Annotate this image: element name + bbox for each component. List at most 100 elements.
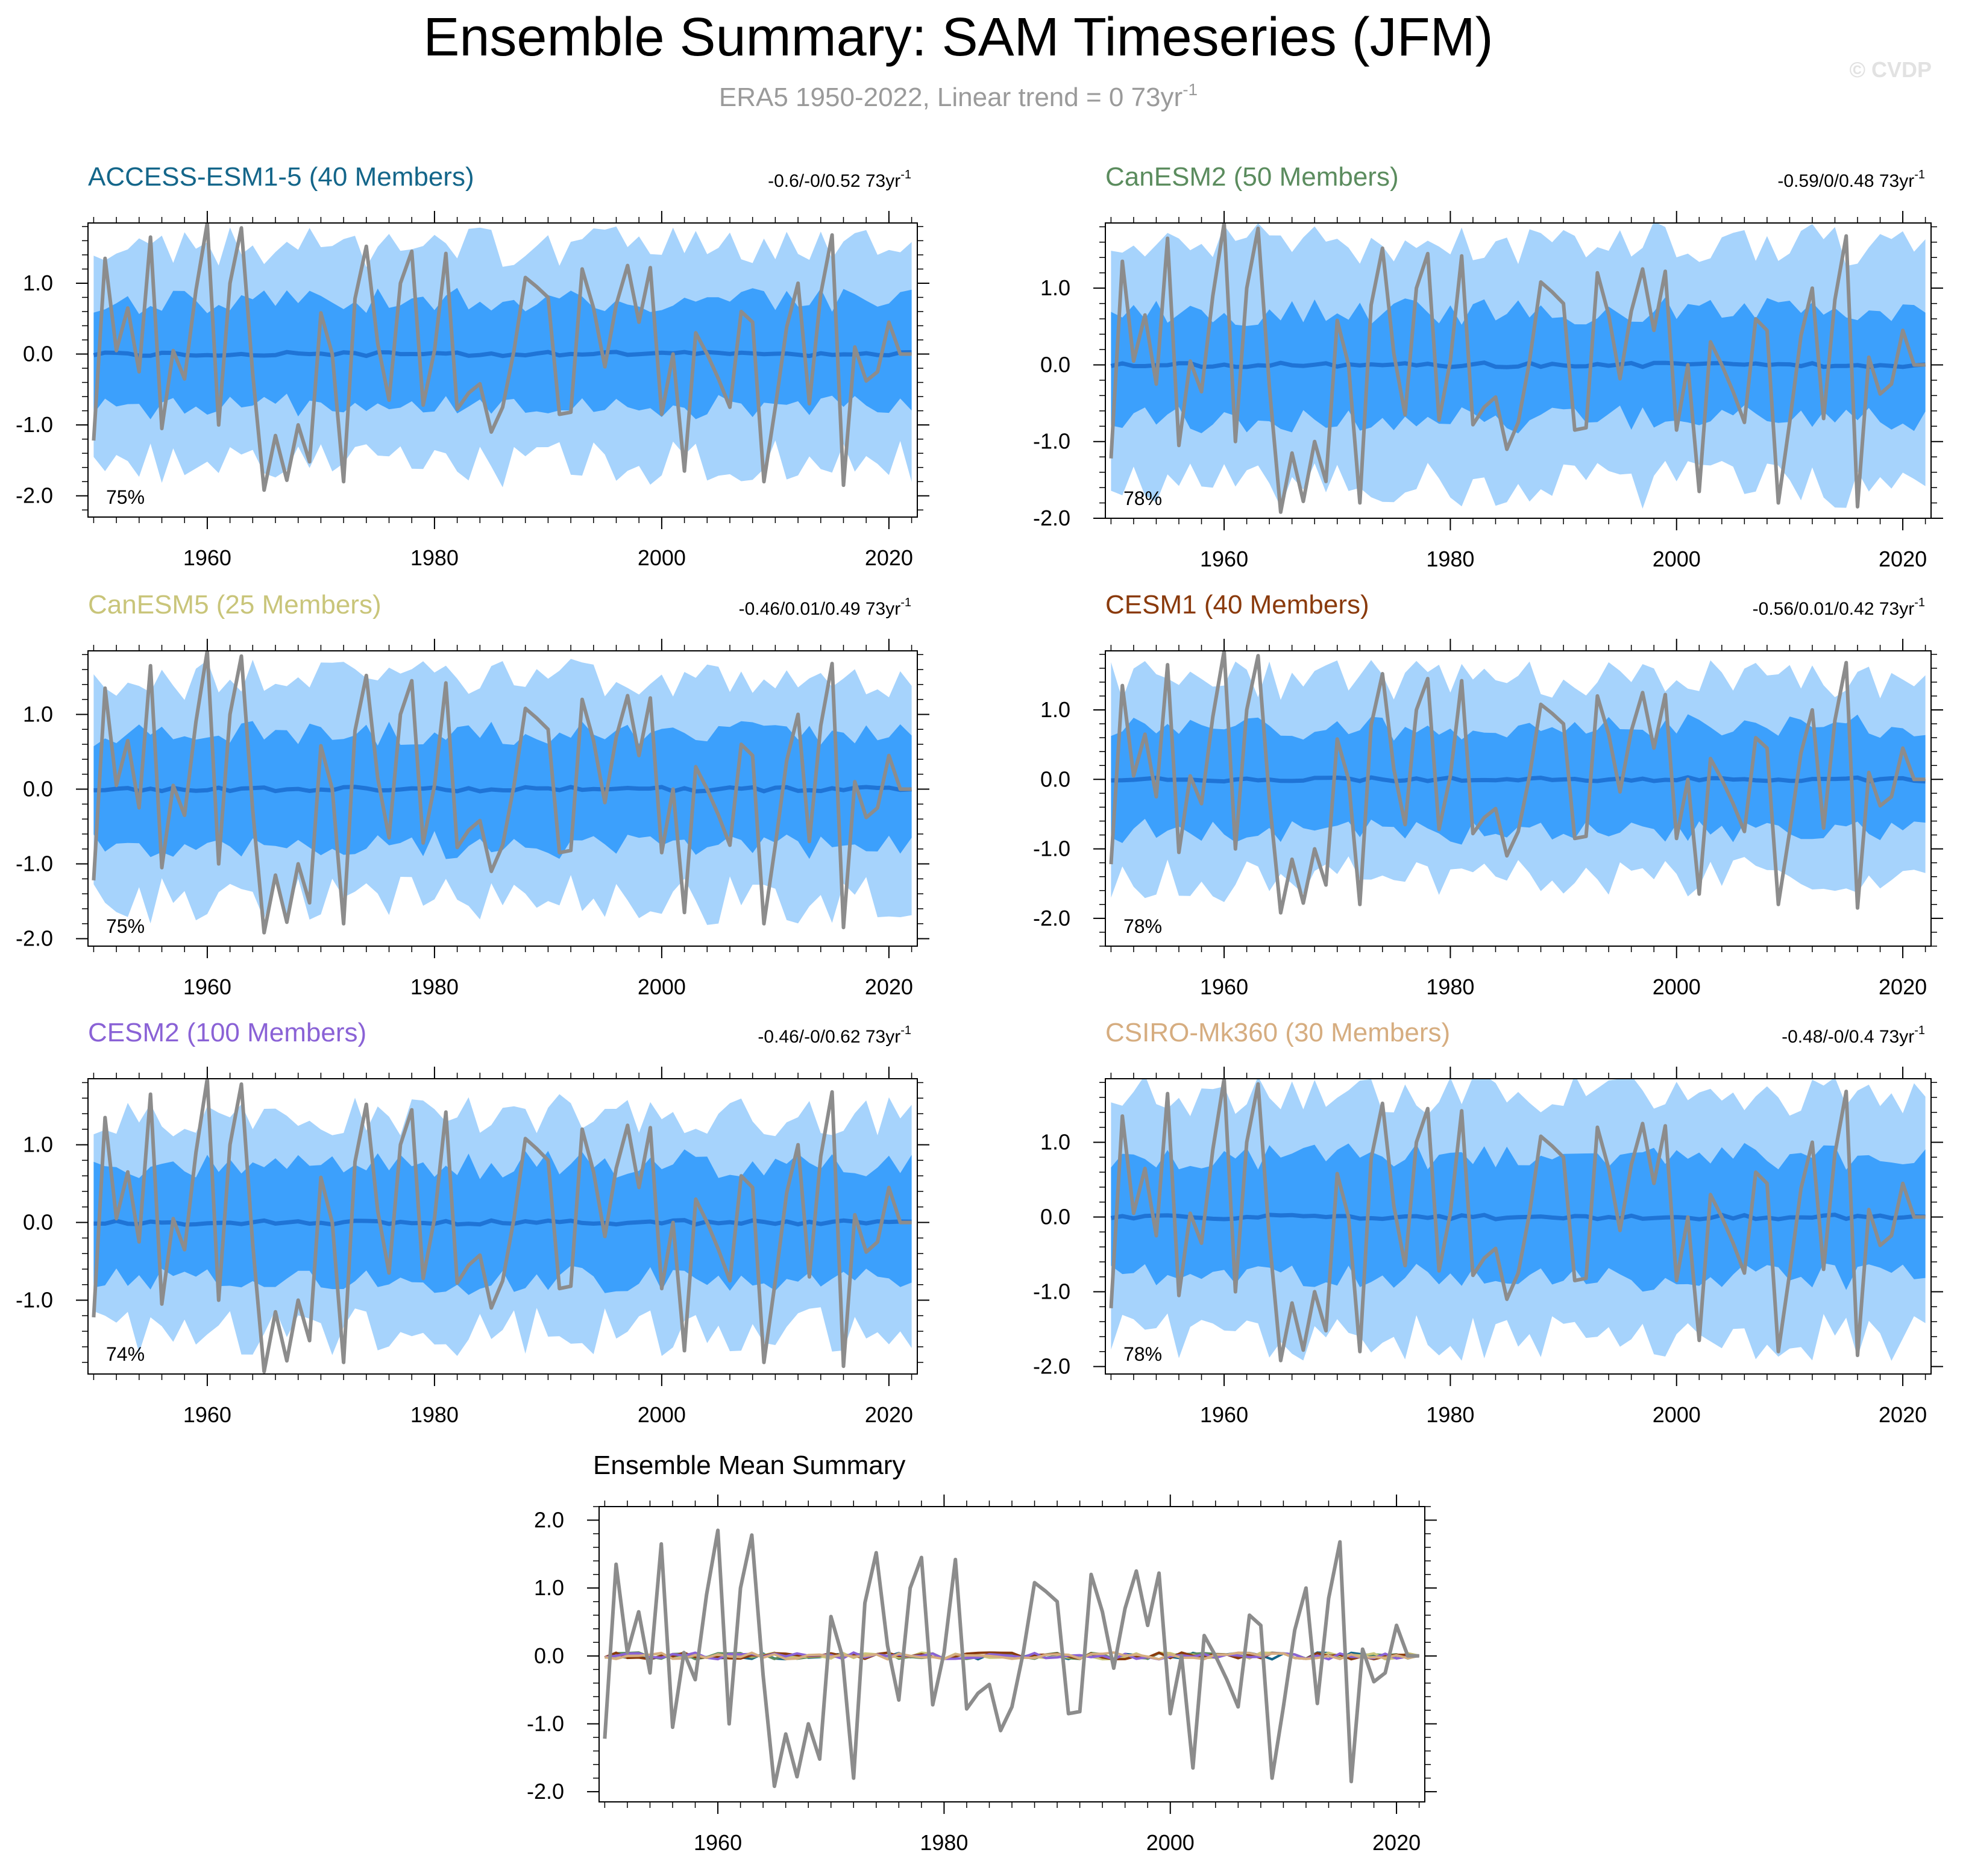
trend-text: -0.6/-0/0.52 73yr xyxy=(768,171,900,191)
plot-area-access xyxy=(92,223,912,492)
y-tick-label: 1.0 xyxy=(1040,1129,1070,1154)
y-tick-label: 1.0 xyxy=(1040,697,1070,722)
plot-area-cesm2 xyxy=(92,1079,912,1374)
y-tick-label: -1.0 xyxy=(16,852,53,876)
chart-panel-mean: -2.0 -1.0 0.0 1.0 2.0 1960 1980 2000 2020 Ensembl… xyxy=(527,1451,1437,1855)
trend-superscript: -1 xyxy=(1914,596,1925,609)
ensemble-mean-line xyxy=(93,785,912,794)
trend-text: -0.46/-0/0.62 73yr xyxy=(758,1027,900,1047)
trend-label: -0.59/0/0.48 73yr-1 xyxy=(1777,168,1925,191)
plot-area-canesm5 xyxy=(92,651,912,935)
y-tick-label: 0.0 xyxy=(1040,1204,1070,1229)
trend-superscript: -1 xyxy=(900,596,911,609)
x-tick-label: 1980 xyxy=(920,1830,968,1855)
chart-panel-access: -2.0 -1.0 0.0 1.0 1960 1980 2000 2020 ACCESS-ESM… xyxy=(16,162,929,570)
observed-line xyxy=(1109,1079,1926,1363)
x-tick-label: 1960 xyxy=(1200,547,1248,571)
y-tick-label: 1.0 xyxy=(534,1575,564,1600)
y-tick-label: 0.0 xyxy=(23,342,53,366)
x-tick-label: 1960 xyxy=(183,1402,231,1427)
trend-label: -0.46/0.01/0.49 73yr-1 xyxy=(739,596,911,619)
panel-title: CESM2 (100 Members) xyxy=(88,1018,366,1047)
ensemble-mean-line xyxy=(1110,360,1926,369)
chart-panel-canesm2: -2.0 -1.0 0.0 1.0 1960 1980 2000 2020 CanESM2 (5… xyxy=(1033,162,1943,571)
x-tick-label: 2020 xyxy=(1879,974,1927,999)
observed-line xyxy=(603,1528,1419,1789)
x-tick-label: 2000 xyxy=(638,545,686,570)
percent-label: 78% xyxy=(1123,1343,1162,1365)
x-tick-label: 2000 xyxy=(638,1402,686,1427)
y-tick-label: 1.0 xyxy=(1040,275,1070,300)
watermark: © CVDP xyxy=(1849,57,1932,82)
subtitle-superscript: -1 xyxy=(1183,80,1198,99)
y-tick-label: -2.0 xyxy=(1033,506,1070,530)
x-tick-label: 2000 xyxy=(638,974,686,999)
panel-title: Ensemble Mean Summary xyxy=(593,1451,905,1480)
x-tick-label: 2000 xyxy=(1653,547,1701,571)
subtitle-text: ERA5 1950-2022, Linear trend = 0 73yr xyxy=(719,83,1183,112)
y-tick-label: 0.0 xyxy=(1040,767,1070,791)
model-mean-line-6 xyxy=(605,1651,1419,1661)
chart-panel-cesm1: -2.0 -1.0 0.0 1.0 1960 1980 2000 2020 CESM1 (40 … xyxy=(1033,590,1943,999)
y-tick-label: -2.0 xyxy=(527,1779,564,1804)
y-tick-label: 1.0 xyxy=(23,701,53,726)
y-tick-label: -1.0 xyxy=(527,1711,564,1736)
ensemble-mean-line xyxy=(93,1218,912,1227)
x-tick-label: 2020 xyxy=(865,545,913,570)
observed-line xyxy=(1109,223,1926,514)
y-tick-label: -1.0 xyxy=(16,412,53,437)
y-tick-label: 0.0 xyxy=(23,1210,53,1235)
panel-title: CanESM5 (25 Members) xyxy=(88,590,382,620)
panel-title: CESM1 (40 Members) xyxy=(1105,590,1369,620)
y-tick-label: 2.0 xyxy=(534,1508,564,1532)
x-tick-label: 1980 xyxy=(410,545,459,570)
chart-panel-cesm2: -1.0 0.0 1.0 1960 1980 2000 2020 CESM2 (100 Mem… xyxy=(16,1018,929,1427)
y-tick-label: -1.0 xyxy=(16,1288,53,1313)
x-tick-label: 1960 xyxy=(1200,974,1248,999)
percent-label: 75% xyxy=(106,915,145,937)
observed-line xyxy=(92,651,912,935)
y-tick-label: -1.0 xyxy=(1033,429,1070,454)
percent-label: 78% xyxy=(1123,915,1162,937)
y-tick-label: 0.0 xyxy=(1040,352,1070,377)
x-tick-label: 2000 xyxy=(1653,974,1701,999)
observed-line xyxy=(92,1079,912,1374)
panel-title: CanESM2 (50 Members) xyxy=(1105,162,1399,192)
x-tick-label: 1980 xyxy=(1426,974,1474,999)
panel-title: CSIRO-Mk360 (30 Members) xyxy=(1105,1018,1450,1047)
inner-spread-band xyxy=(93,287,912,419)
trend-superscript: -1 xyxy=(900,1024,911,1037)
trend-text: -0.46/0.01/0.49 73yr xyxy=(739,599,901,619)
x-tick-label: 2000 xyxy=(1146,1830,1195,1855)
plot-area-mean xyxy=(603,1528,1420,1789)
y-tick-label: -1.0 xyxy=(1033,1279,1070,1304)
y-tick-label: 0.0 xyxy=(534,1643,564,1668)
trend-text: -0.59/0/0.48 73yr xyxy=(1777,171,1914,191)
plot-area-cesm1 xyxy=(1109,651,1926,915)
plot-area-csiro xyxy=(1109,1079,1926,1363)
x-tick-label: 1960 xyxy=(1200,1402,1248,1427)
y-tick-label: 1.0 xyxy=(23,1132,53,1157)
panels-group: -2.0 -1.0 0.0 1.0 1960 1980 2000 2020 ACCESS-ESM… xyxy=(16,162,1943,1855)
percent-label: 75% xyxy=(106,486,145,508)
trend-label: -0.48/-0/0.4 73yr-1 xyxy=(1782,1024,1925,1047)
plot-area-canesm2 xyxy=(1109,223,1926,514)
x-tick-label: 2020 xyxy=(865,1402,913,1427)
trend-superscript: -1 xyxy=(1914,168,1925,181)
trend-text: -0.48/-0/0.4 73yr xyxy=(1782,1027,1914,1047)
panel-title: ACCESS-ESM1-5 (40 Members) xyxy=(88,162,474,192)
observed-line xyxy=(1109,651,1926,915)
y-tick-label: -2.0 xyxy=(1033,906,1070,930)
y-tick-label: 0.0 xyxy=(23,776,53,801)
x-tick-label: 1960 xyxy=(183,545,231,570)
x-tick-label: 1980 xyxy=(410,974,459,999)
trend-superscript: -1 xyxy=(1914,1024,1925,1037)
x-tick-label: 1980 xyxy=(410,1402,459,1427)
x-tick-label: 2020 xyxy=(1372,1830,1421,1855)
y-tick-label: -2.0 xyxy=(16,926,53,951)
trend-label: -0.46/-0/0.62 73yr-1 xyxy=(758,1024,911,1047)
chart-panel-canesm5: -2.0 -1.0 0.0 1.0 1960 1980 2000 2020 CanESM5 (2… xyxy=(16,590,929,999)
trend-text: -0.56/0.01/0.42 73yr xyxy=(1753,599,1915,619)
y-tick-label: 1.0 xyxy=(23,271,53,295)
x-tick-label: 2020 xyxy=(1879,547,1927,571)
